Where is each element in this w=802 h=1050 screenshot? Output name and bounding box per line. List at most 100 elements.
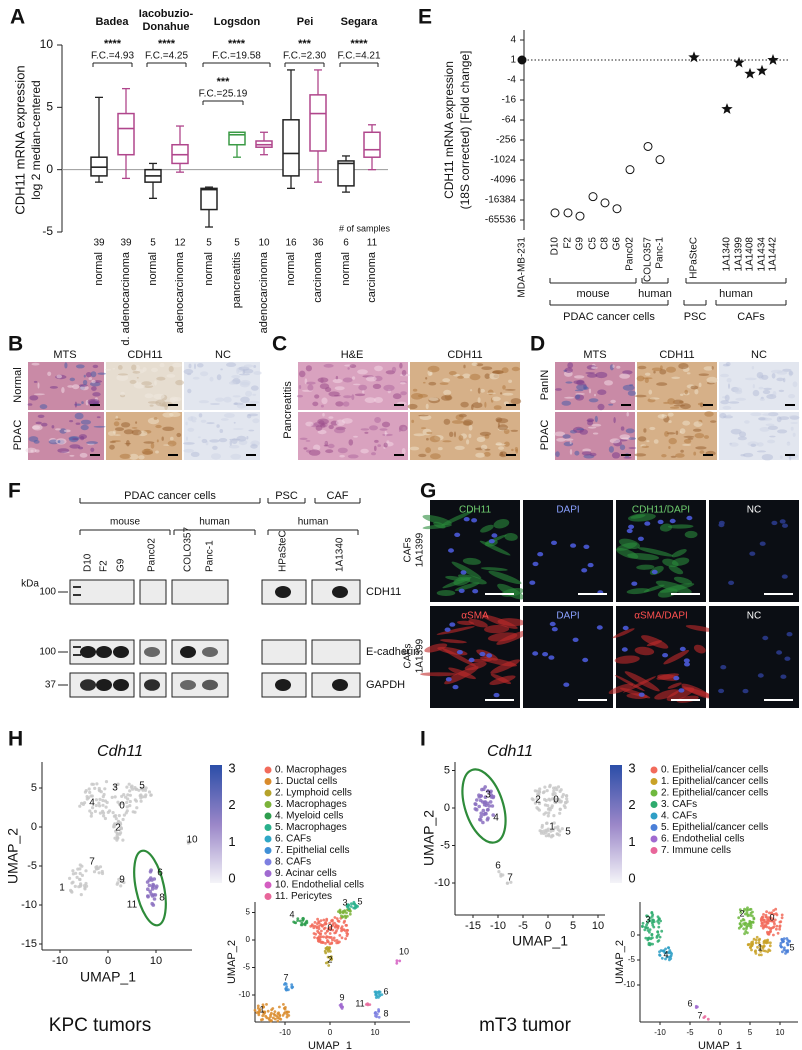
texture [51,425,55,429]
cell [776,931,780,935]
texture [210,453,222,460]
texture [657,414,668,419]
legend-label: 0. Epithelial/cancer cells [661,765,768,776]
lane-label: Panc02 [147,538,158,572]
cell [97,871,101,875]
caption: mT3 tumor [479,1015,572,1036]
cell [547,832,551,837]
channel-label: NC [747,505,761,516]
texture [616,365,621,369]
cell [80,873,84,878]
cell [87,787,91,791]
cell [745,911,749,914]
sample-count: 5 [150,238,156,249]
cell [650,911,654,915]
legend-label: 2. Lymphoid cells [275,788,352,799]
texture [230,453,242,460]
cell [276,1019,280,1023]
cell [327,927,330,931]
cell [97,786,101,791]
lane-label: F2 [99,560,110,572]
y-tick-label: -16 [502,95,517,106]
cell [657,933,660,937]
cluster-label: 2 [535,795,541,806]
category-label: normal [147,252,159,286]
channel-label: CDH11/DAPI [632,505,690,516]
texture [613,417,616,424]
cell [333,925,337,929]
texture [141,381,153,386]
cell [90,782,94,786]
band [275,679,291,691]
cluster-label: 4 [89,798,95,809]
cell [285,987,289,991]
cluster-label: 4 [289,909,294,919]
texture [564,396,575,399]
cluster-label: 3 [645,914,650,924]
texture [121,422,131,428]
texture [471,404,474,410]
texture [335,375,339,380]
texture [325,449,334,454]
cell [147,790,152,794]
texture [374,439,379,443]
texture [305,365,312,372]
cell [141,788,145,792]
cell [546,807,551,811]
cell [148,889,152,894]
texture [315,425,323,431]
texture [347,367,350,370]
cell [340,915,344,919]
texture [308,449,321,456]
texture [427,365,440,373]
cell [100,871,105,876]
cell [760,953,763,957]
texture [636,564,655,570]
texture [728,383,730,389]
cell [648,919,652,923]
cell [255,1011,259,1014]
nucleus [596,625,603,630]
texture [377,444,382,447]
texture [305,421,314,427]
texture [744,420,750,424]
texture [421,427,426,429]
nucleus [786,632,793,637]
cell [540,825,544,829]
nucleus [684,662,690,667]
cell [336,941,340,945]
legend-label: 6. CAFs [275,834,311,845]
cell [766,938,770,942]
cell [350,902,353,906]
texture [695,446,707,450]
texture [33,380,38,383]
cell [545,821,549,826]
texture [589,452,597,457]
cell [760,916,763,920]
row-label: 1A1399 [415,532,426,567]
sample-count: 6 [343,238,349,249]
texture [153,417,158,420]
cell [556,785,561,789]
texture [437,447,443,451]
texture [453,576,471,586]
texture [729,442,739,447]
texture [384,430,387,436]
texture [192,376,200,380]
cluster-label: 0 [327,922,332,932]
texture [722,363,730,367]
texture [57,440,61,444]
cell [103,787,107,791]
texture [401,448,406,455]
cell [738,922,742,926]
y-tick-label: -16384 [485,195,517,206]
cell [546,814,550,818]
nucleus [537,552,544,557]
cluster-label: 7 [697,1010,702,1020]
row-label: Pancreatitis [282,381,294,439]
texture [562,434,571,439]
texture [209,376,214,382]
texture [436,590,456,596]
cell [641,925,644,928]
